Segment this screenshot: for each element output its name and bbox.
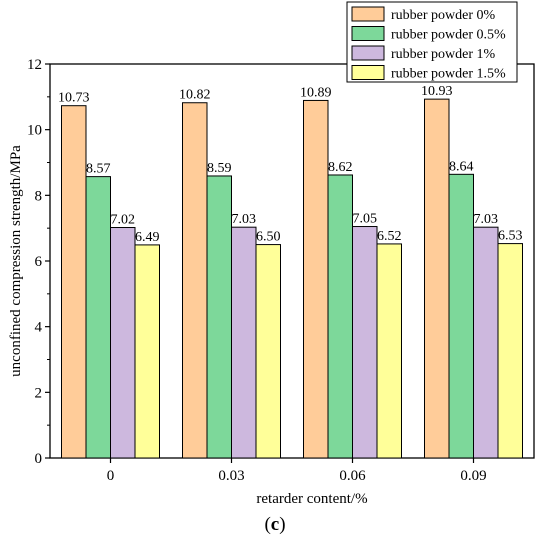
data-label: 7.05 xyxy=(353,212,378,227)
bar-chart: 0 2 4 6 8 10 12 unconfined compression strength… xyxy=(8,1,535,507)
bar xyxy=(231,226,257,459)
bar xyxy=(448,173,474,459)
legend-label: rubber powder 1% xyxy=(391,47,496,62)
data-label: 7.03 xyxy=(232,212,257,227)
data-label: 6.50 xyxy=(256,230,281,245)
legend-label: rubber powder 1.5% xyxy=(391,67,506,82)
legend-label: rubber powder 0.5% xyxy=(391,28,506,43)
legend-swatch xyxy=(351,6,385,22)
bar xyxy=(424,98,450,459)
bar xyxy=(85,176,111,459)
y-tick-label: 8 xyxy=(35,188,43,204)
bar xyxy=(255,244,281,459)
figure-caption: (c) xyxy=(0,514,550,536)
data-label: 8.57 xyxy=(86,162,111,177)
axes: 0 2 4 6 8 10 12 unconfined compression strength… xyxy=(8,57,535,507)
x-tick-label: 0.09 xyxy=(460,468,486,484)
data-label: 7.03 xyxy=(474,212,499,227)
y-tick-label: 2 xyxy=(35,385,43,401)
x-axis-title: retarder content/% xyxy=(256,491,367,507)
y-tick-label: 0 xyxy=(35,451,43,467)
data-label: 7.02 xyxy=(111,213,136,228)
data-label: 10.73 xyxy=(58,91,90,106)
data-label: 10.93 xyxy=(421,84,453,99)
bars xyxy=(61,98,523,459)
legend-swatch xyxy=(351,65,385,80)
bar xyxy=(352,226,378,459)
caption-close: ) xyxy=(279,514,286,535)
x-tick-label: 0 xyxy=(107,468,115,484)
y-tick-label: 12 xyxy=(27,57,42,73)
caption-open: ( xyxy=(264,514,271,535)
data-label: 10.89 xyxy=(300,85,332,100)
y-tick-label: 6 xyxy=(35,254,43,270)
data-label: 6.53 xyxy=(498,229,523,244)
data-label: 8.64 xyxy=(449,159,474,174)
legend: rubber powder 0% rubber powder 0.5% rubber… xyxy=(346,1,518,83)
bar xyxy=(303,99,329,459)
bar xyxy=(327,174,353,459)
value-labels: 10.73 8.57 7.02 6.49 10.82 8.59 7.03 6.50 10.89 8… xyxy=(58,84,523,245)
caption-letter: c xyxy=(270,514,280,535)
legend-swatch xyxy=(351,26,385,41)
bar xyxy=(134,244,160,459)
bar xyxy=(206,175,232,459)
data-label: 6.52 xyxy=(377,229,402,244)
data-label: 8.59 xyxy=(207,161,232,176)
legend-label: rubber powder 0% xyxy=(391,8,496,23)
y-tick-label: 10 xyxy=(27,123,42,139)
data-label: 8.62 xyxy=(328,160,353,175)
bar xyxy=(182,102,208,459)
data-label: 6.49 xyxy=(135,230,160,245)
legend-swatch xyxy=(351,45,385,61)
bar xyxy=(110,227,136,459)
x-tick-label: 0.06 xyxy=(339,468,366,484)
bar xyxy=(61,105,87,459)
x-tick-label: 0.03 xyxy=(218,468,244,484)
y-tick-label: 4 xyxy=(35,320,43,336)
data-label: 10.82 xyxy=(179,88,211,103)
bar xyxy=(473,226,499,459)
y-axis-title: unconfined compression strength/MPa xyxy=(8,145,24,377)
bar xyxy=(497,243,523,459)
bar xyxy=(376,243,402,459)
